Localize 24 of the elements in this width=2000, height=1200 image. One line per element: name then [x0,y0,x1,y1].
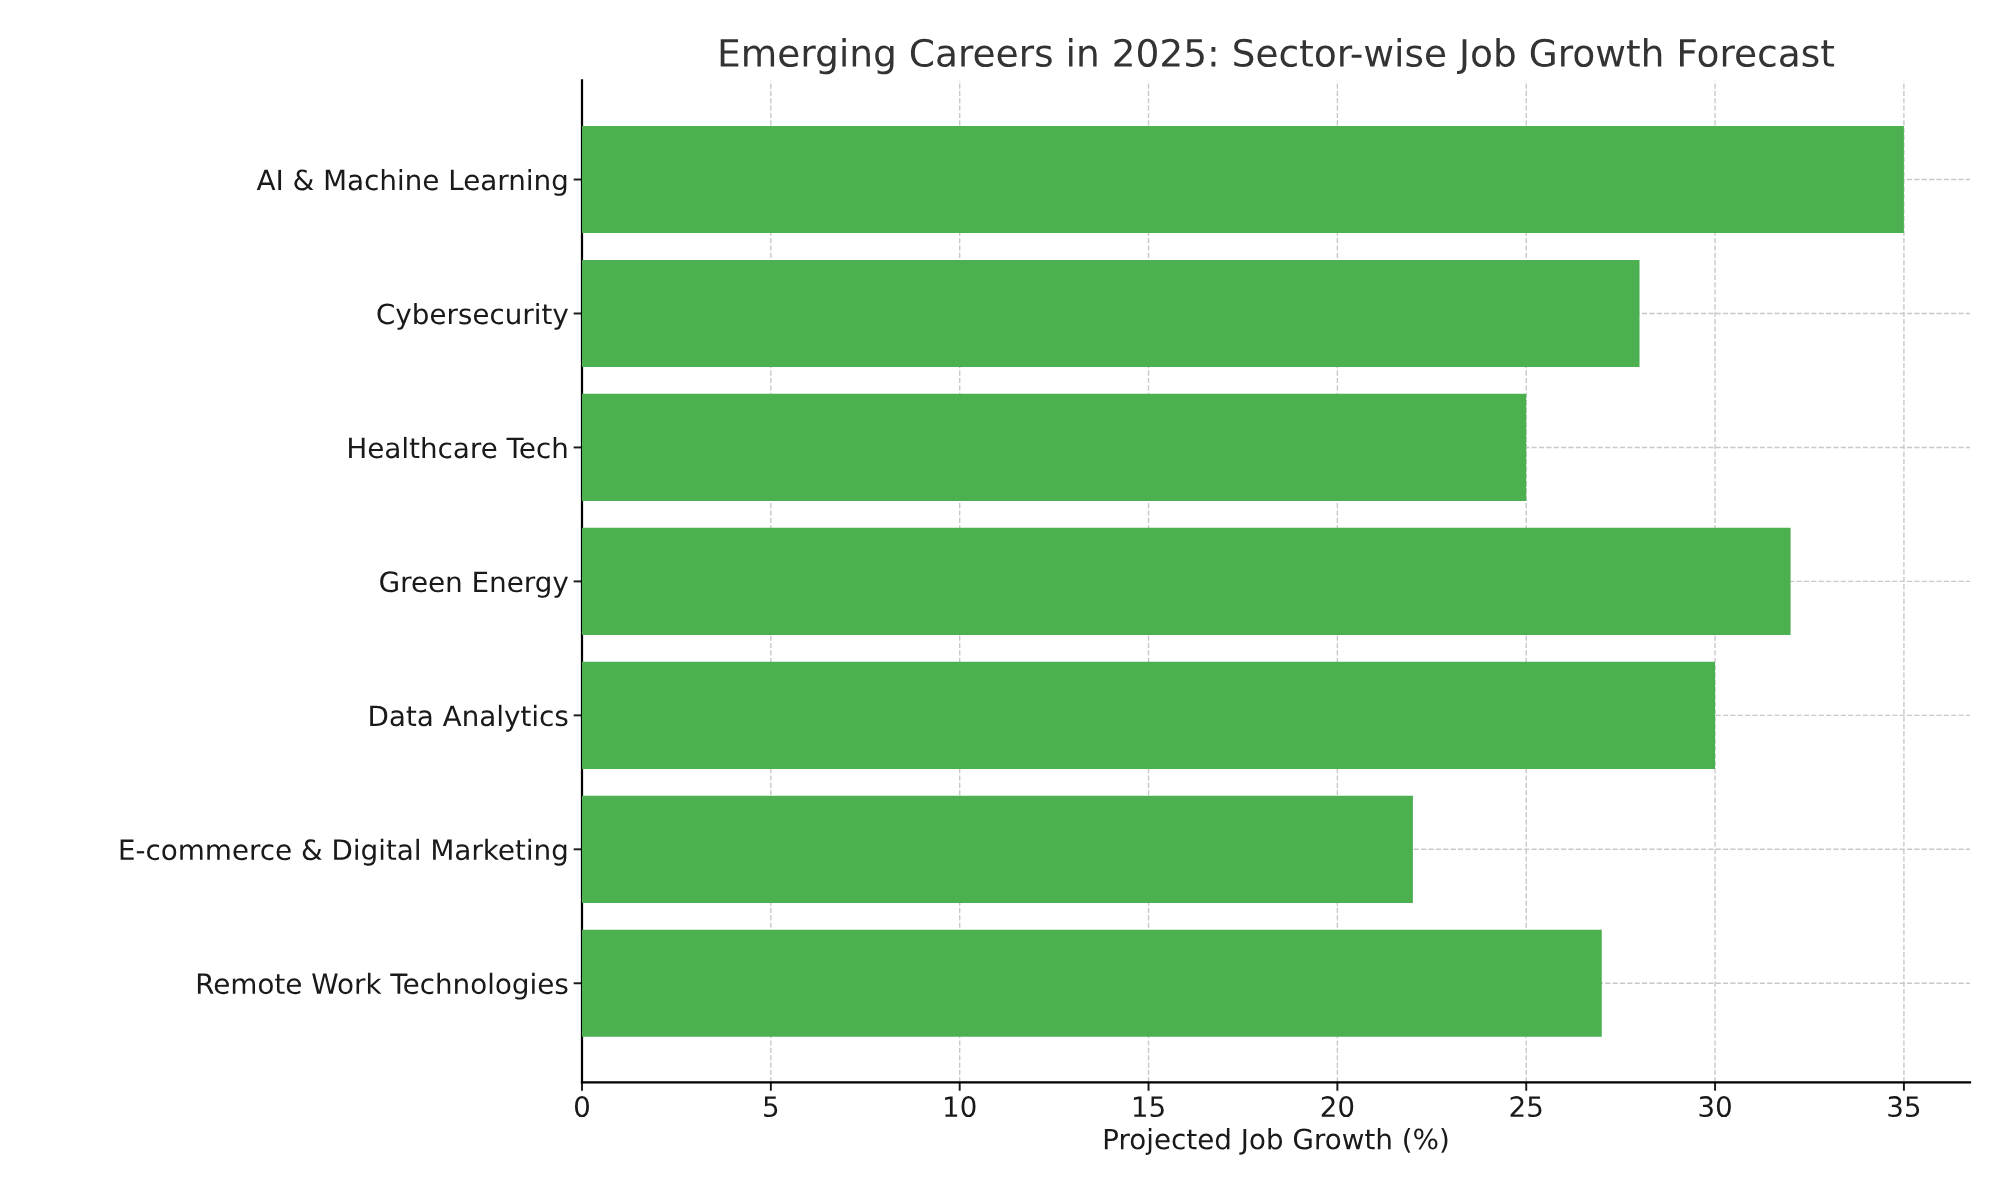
x-tick-label: 15 [1133,1096,1164,1118]
x-tick-label: 30 [1699,1096,1731,1118]
y-tick-label: Data Analytics [370,704,568,732]
x-tick-label: 35 [1888,1096,1920,1118]
bar [582,527,1791,635]
y-tick-label: Remote Work Technologies [197,972,568,1000]
bar [582,661,1716,769]
x-tick-label: 5 [764,1096,778,1118]
x-tick-label: 0 [574,1096,589,1118]
chart-title: Emerging Careers in 2025: Sector-wise Job Growth Forecast [720,38,1835,75]
y-tick-label: Healthcare Tech [349,436,567,459]
y-tick-label: AI & Machine Learning [256,168,567,196]
bar [582,259,1640,368]
bar [582,795,1413,903]
bar [582,929,1602,1037]
bar [582,125,1904,234]
y-tick-label: Cybersecurity [377,302,568,330]
bar [582,393,1527,502]
x-tick-label: 20 [1321,1096,1354,1118]
y-tick-label: Green Energy [380,571,568,598]
x-axis-title: Projected Job Growth (%) [1104,1128,1448,1155]
x-tick-label: 10 [945,1096,976,1118]
y-tick-label: E-commerce & Digital Marketing [120,838,567,866]
x-tick-label: 25 [1510,1096,1542,1118]
